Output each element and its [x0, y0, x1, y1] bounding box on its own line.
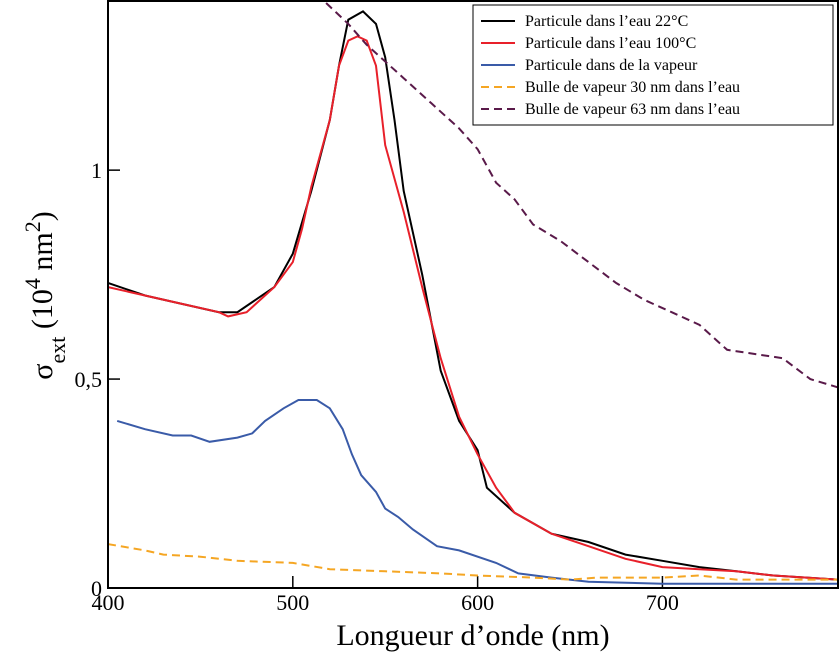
- y-tick-label: 0: [91, 576, 102, 601]
- series-line: [108, 543, 838, 581]
- y-tick-label: 1: [91, 158, 102, 183]
- legend-label: Particule dans l’eau 100°C: [525, 35, 696, 52]
- y-axis-label-part: 4: [20, 278, 45, 289]
- legend-label: Particule dans de la vapeur: [525, 57, 698, 74]
- series-line: [116, 399, 838, 585]
- x-tick-label: 400: [92, 590, 125, 615]
- y-tick-label: 0,5: [75, 367, 103, 392]
- x-tick-label: 500: [276, 590, 309, 615]
- x-axis-label: Longueur d’onde (nm): [336, 619, 609, 652]
- y-axis-label-part: (10: [26, 289, 59, 337]
- y-axis-label: σext (104 nm2): [20, 211, 70, 379]
- legend-label: Bulle de vapeur 30 nm dans l’eau: [525, 79, 740, 96]
- legend-box: [472, 4, 834, 126]
- series-line: [108, 35, 838, 581]
- series-line: [108, 10, 838, 581]
- plot-frame: [107, 0, 839, 589]
- x-tick-label: 700: [646, 590, 679, 615]
- x-tick-label: 600: [461, 590, 494, 615]
- y-axis-label-part: nm: [26, 232, 59, 278]
- y-axis-label-part: σ: [26, 364, 59, 380]
- legend-label: Bulle de vapeur 63 nm dans l’eau: [525, 101, 740, 118]
- y-axis-label-part: ): [26, 211, 59, 221]
- y-axis-label-part: 2: [20, 221, 45, 232]
- legend-label: Particule dans l’eau 22°C: [525, 13, 688, 30]
- y-axis-label-part: ext: [45, 337, 70, 364]
- series-line: [325, 2, 838, 389]
